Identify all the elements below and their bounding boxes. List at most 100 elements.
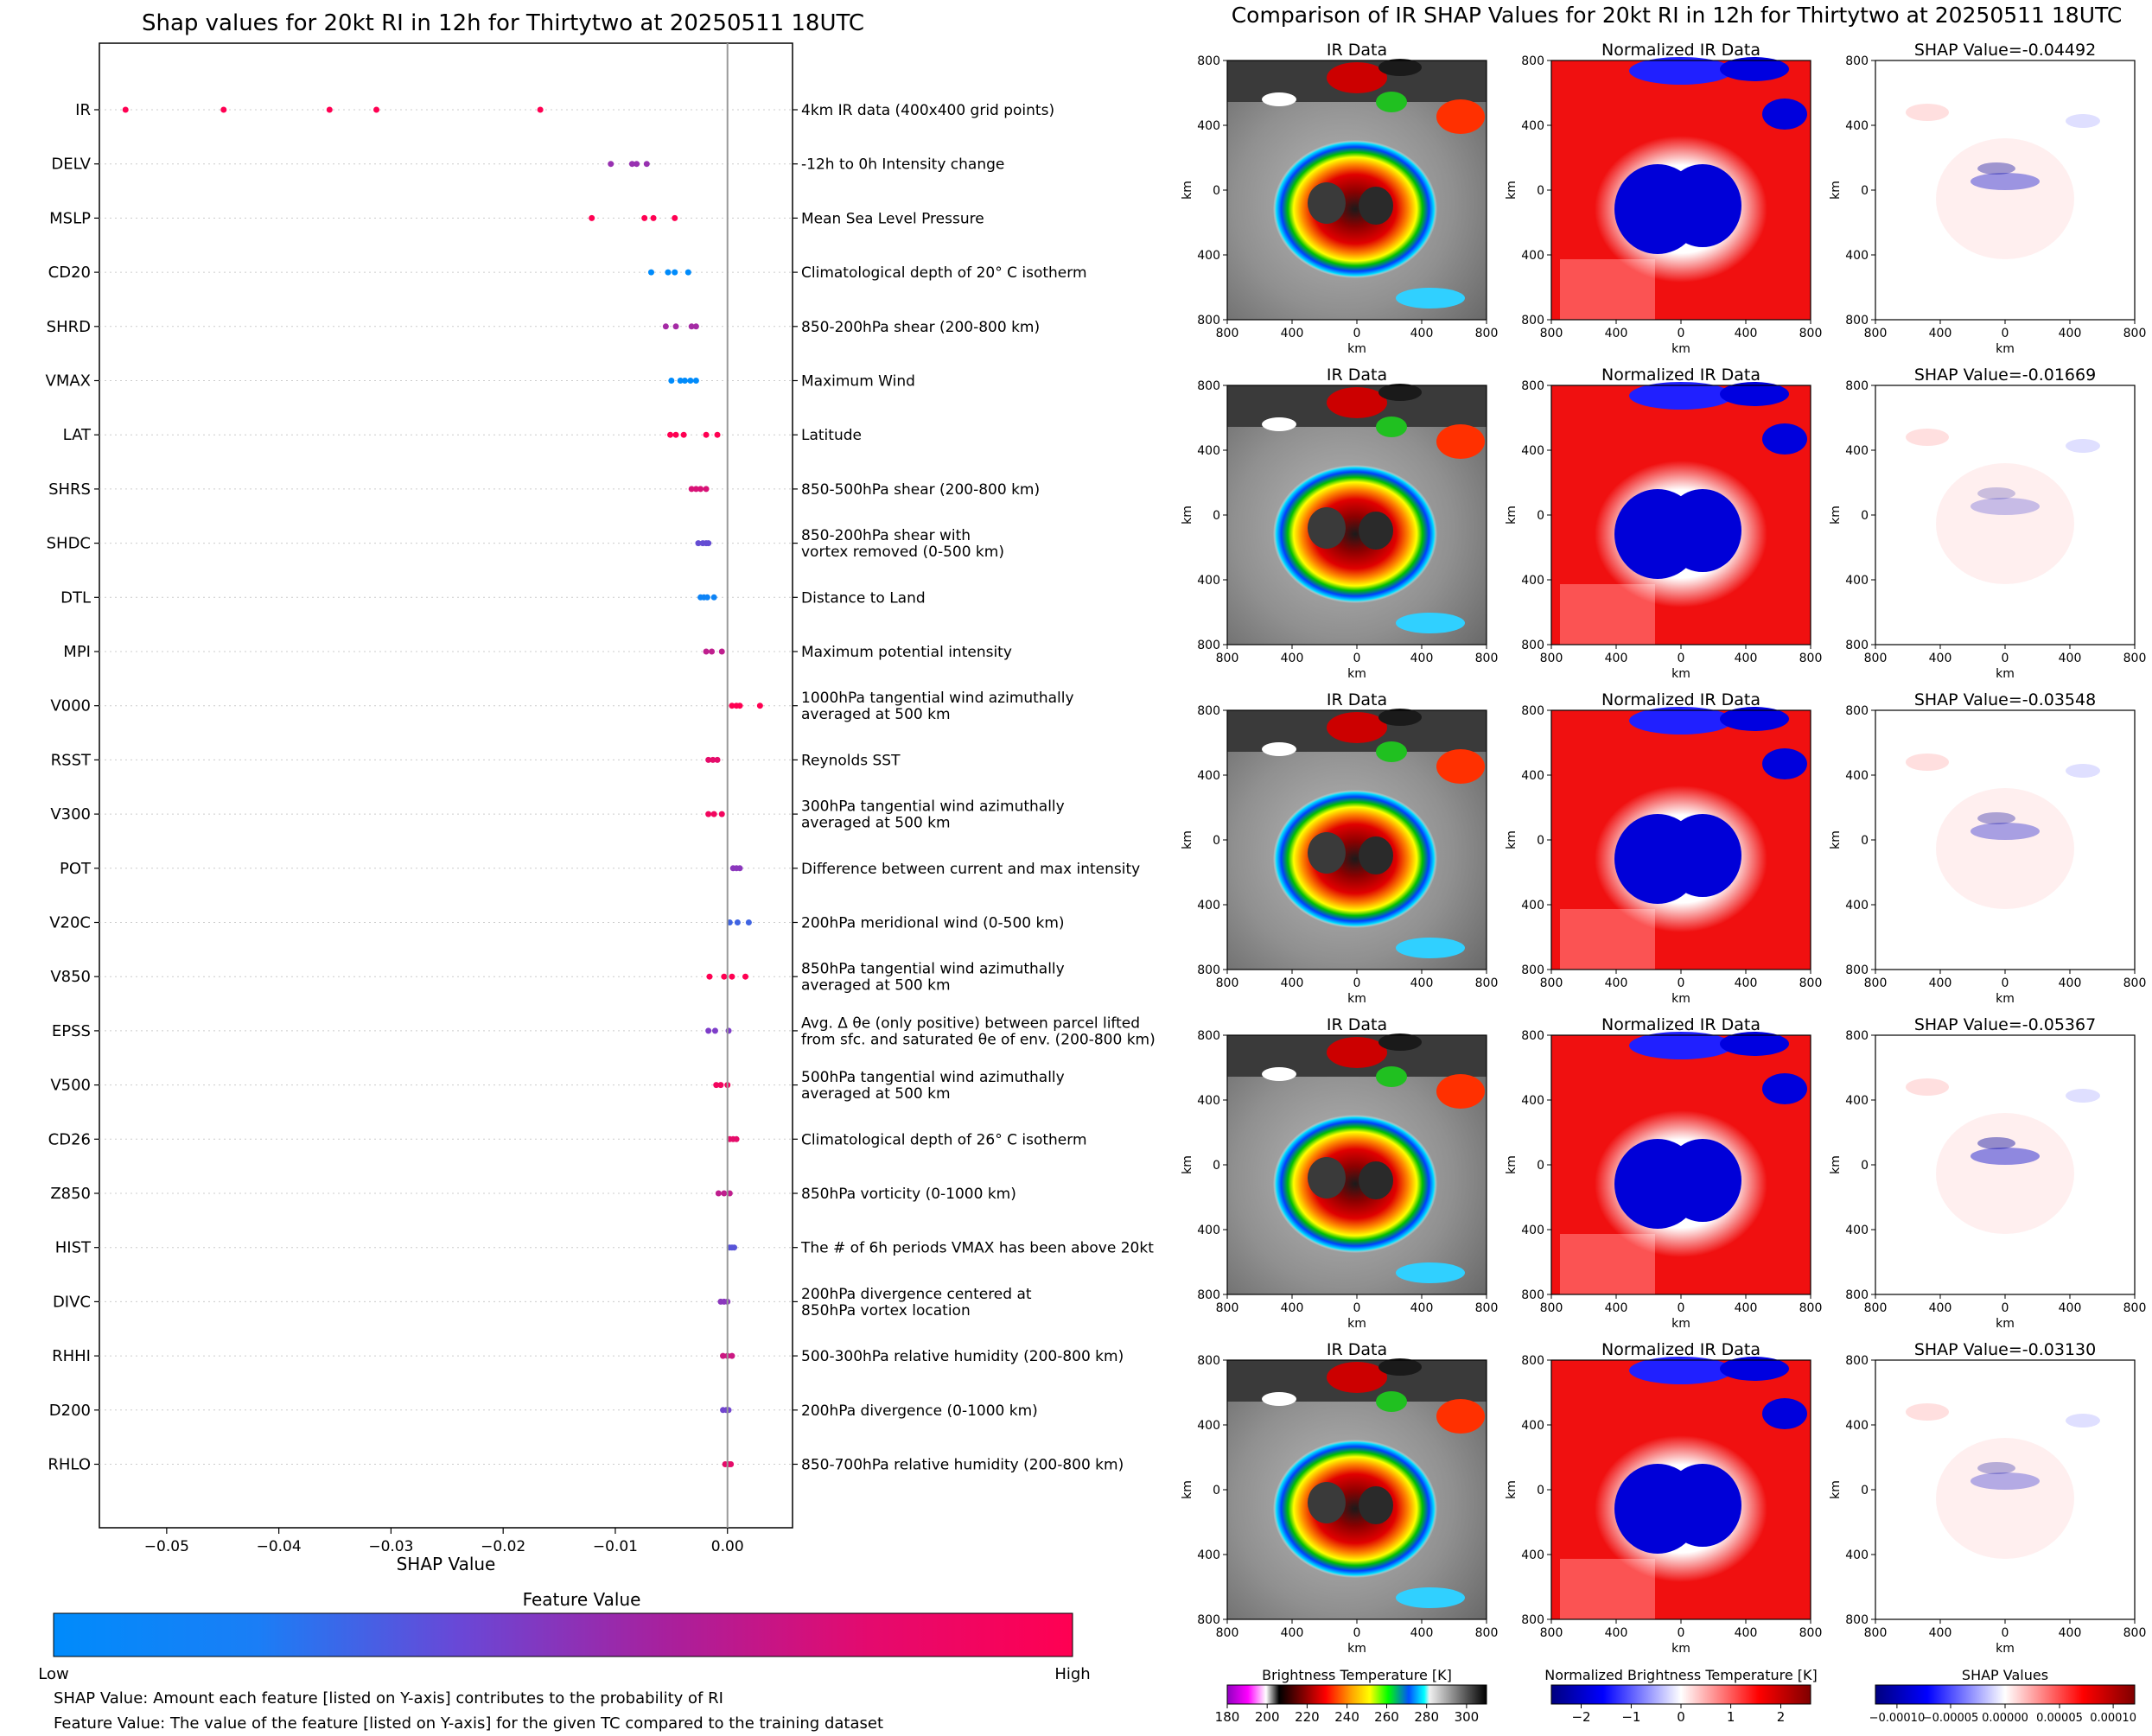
- x-tick-label: 800: [1799, 652, 1823, 665]
- x-tick-label: 800: [2123, 327, 2147, 340]
- x-tick-label: 800: [2123, 652, 2147, 665]
- colorbar-tick-label: 0.00005: [2036, 1712, 2083, 1725]
- ir-eye-west: [1308, 1482, 1346, 1523]
- y-tick-label: 400: [1845, 1419, 1869, 1433]
- shap-point: [667, 431, 674, 438]
- norm-cold-cell: [1762, 99, 1807, 130]
- shap-positive-area: [1906, 104, 1949, 121]
- shap-point: [705, 1027, 712, 1034]
- shap-point: [720, 1352, 727, 1359]
- x-tick-label: 0: [1353, 327, 1361, 340]
- feature-row-rsst: RSST Reynolds SST: [51, 751, 901, 769]
- y-axis-label: km: [1181, 506, 1194, 525]
- shap-point: [668, 378, 675, 384]
- feature-description: averaged at 500 km: [801, 815, 951, 832]
- shap-point: [684, 269, 691, 276]
- feature-row-lat: LAT Latitude: [63, 426, 862, 444]
- ir-cell: [1376, 1391, 1407, 1412]
- x-tick-label: 800: [1540, 1301, 1563, 1315]
- feature-description: 850-500hPa shear (200-800 km): [801, 481, 1040, 499]
- x-tick-label: 0: [1353, 652, 1361, 665]
- x-axis-label: km: [1347, 1642, 1366, 1656]
- colorbar-tick-label: −0.00010: [1869, 1712, 1926, 1725]
- colorbar-tick-label: −0.00005: [1923, 1712, 1979, 1725]
- y-tick-label: 400: [1521, 1094, 1544, 1108]
- feature-description: averaged at 500 km: [801, 1085, 951, 1103]
- x-tick-label: 800: [1475, 1301, 1499, 1315]
- feature-row-d200: D200 200hPa divergence (0-1000 km): [49, 1402, 1038, 1420]
- ir-cell: [1327, 1037, 1387, 1068]
- y-tick-label: 400: [1845, 444, 1869, 458]
- ir-cell: [1396, 1587, 1465, 1608]
- x-tick-label: 800: [1540, 976, 1563, 990]
- feature-row-cd26: CD26 Climatological depth of 26° C isothe…: [48, 1130, 1087, 1148]
- x-tick-label: 400: [1410, 1626, 1434, 1640]
- colorbar-high-label: High: [1054, 1665, 1090, 1683]
- y-axis-label: km: [1505, 181, 1518, 200]
- norm-cold-cell: [1720, 382, 1789, 406]
- y-tick-label: 0: [1537, 1484, 1544, 1498]
- shap-point: [742, 973, 748, 980]
- y-tick-label: 0: [1861, 509, 1869, 523]
- shap-point: [703, 431, 710, 438]
- shap-point: [672, 323, 679, 330]
- colorbar-tick-label: 2: [1777, 1709, 1786, 1725]
- shap-negative-arc: [1977, 812, 2015, 824]
- feature-description: 200hPa divergence (0-1000 km): [801, 1402, 1038, 1420]
- shap-point: [672, 431, 679, 438]
- image-colorbars: Brightness Temperature [K] 180 200 220 240 26…: [1215, 1667, 2136, 1725]
- colorbar-tick-label: −1: [1621, 1709, 1640, 1725]
- norm-storm-east: [1664, 489, 1741, 572]
- x-tick-label: 400: [1281, 327, 1304, 340]
- y-tick-label: 800: [1845, 963, 1869, 977]
- colorbar-tick-label: 280: [1414, 1709, 1439, 1725]
- x-axis-label: km: [1996, 1317, 2015, 1331]
- x-tick-label: 0: [1678, 1626, 1685, 1640]
- shap-point: [688, 323, 695, 330]
- feature-description: from sfc. and saturated θe of env. (200-…: [801, 1031, 1156, 1048]
- ir-cell: [1327, 712, 1387, 743]
- colorbar-tick-label: 0.00010: [2090, 1712, 2136, 1725]
- colorbar-tick-label: 1: [1727, 1709, 1735, 1725]
- x-tick-label: 0: [1353, 1301, 1361, 1315]
- shap-positive-area: [1936, 1438, 2074, 1559]
- y-axis-label: km: [1829, 506, 1843, 525]
- y-tick-label: 800: [1845, 704, 1869, 718]
- ir-cell: [1378, 1358, 1422, 1376]
- norm-storm-east: [1664, 814, 1741, 897]
- x-tick-label: 400: [1929, 976, 1952, 990]
- feature-row-v500: V500 500hPa tangential wind azimuthallyav…: [50, 1069, 1064, 1103]
- ir-eye-west: [1308, 507, 1346, 549]
- y-tick-label: 400: [1197, 1419, 1220, 1433]
- x-tick-label: 400: [2059, 1301, 2082, 1315]
- panel-title: Normalized IR Data: [1601, 41, 1760, 60]
- y-tick-label: 400: [1197, 1548, 1220, 1562]
- colorbar-tick-label: 0.00000: [1982, 1712, 2028, 1725]
- shap-point: [729, 703, 735, 709]
- shap-point: [665, 269, 672, 276]
- feature-description: 500hPa tangential wind azimuthally: [801, 1069, 1065, 1086]
- y-tick-label: 800: [1197, 1288, 1220, 1302]
- feature-description: Difference between current and max inten…: [801, 861, 1140, 878]
- feature-label: SHRD: [47, 318, 91, 336]
- x-axis-label: km: [1671, 342, 1690, 356]
- feature-label: RSST: [51, 751, 92, 769]
- normalized-ir-panel: 80080040040000400400800800kmkmNormalized…: [1505, 41, 1822, 356]
- y-tick-label: 800: [1197, 704, 1220, 718]
- ir-cell: [1436, 749, 1485, 784]
- shap-positive-area: [1906, 1403, 1949, 1421]
- shap-point: [608, 161, 614, 168]
- shap-negative-arc: [1971, 498, 2040, 515]
- shap-negative-arc: [1971, 823, 2040, 840]
- x-axis-label: km: [1671, 1317, 1690, 1331]
- shap-point: [703, 648, 710, 655]
- shap-point: [695, 540, 702, 547]
- ir-cell: [1262, 742, 1296, 756]
- x-tick-label: 800: [1864, 1301, 1888, 1315]
- shap-point: [756, 703, 763, 709]
- x-tick-label: 800: [1475, 976, 1499, 990]
- x-tick-label: 800: [1799, 976, 1823, 990]
- x-tick-label: −0.02: [481, 1538, 525, 1555]
